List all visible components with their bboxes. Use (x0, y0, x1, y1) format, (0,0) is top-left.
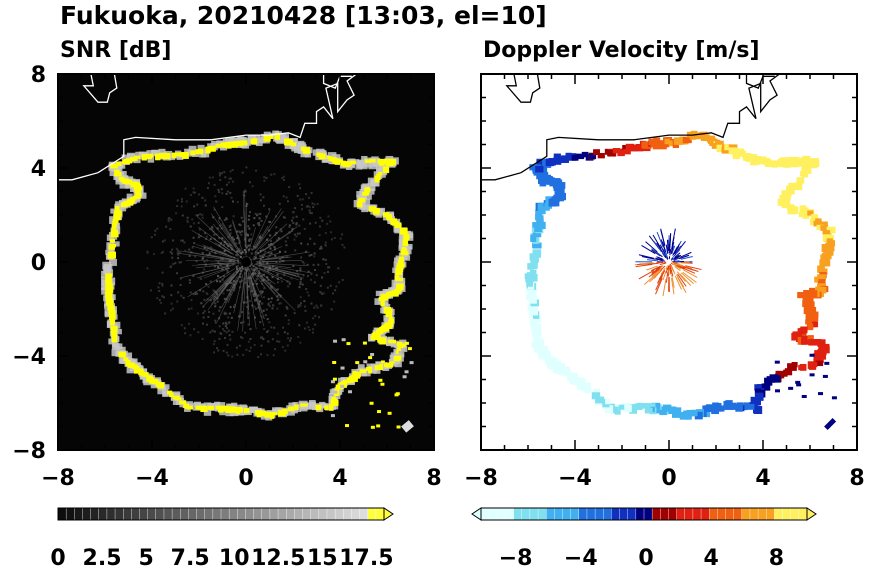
x-tick-label: 0 (238, 466, 253, 491)
doppler-colorbar-label: 4 (704, 546, 719, 570)
y-tick-label: 8 (31, 63, 46, 88)
x-tick-label: 4 (755, 466, 770, 491)
figure-title: Fukuoka, 20210428 [13:03, el=10] (60, 1, 547, 30)
snr-colorbar-label: 5 (138, 546, 153, 570)
snr-colorbar-label: 7.5 (171, 546, 210, 570)
doppler-colorbar-label: −4 (564, 546, 598, 570)
doppler-panel-title: Doppler Velocity [m/s] (483, 38, 760, 63)
x-tick-label: 8 (849, 466, 864, 491)
y-tick-label: 0 (31, 251, 46, 276)
doppler-near-range (634, 228, 702, 297)
y-tick-label: −8 (12, 439, 46, 464)
y-tick-label: 4 (31, 157, 46, 182)
snr-colorbar-label: 17.5 (339, 546, 393, 570)
x-tick-label: 8 (426, 466, 441, 491)
snr-colorbar-label: 12.5 (251, 546, 305, 570)
x-tick-label: −8 (464, 466, 498, 491)
x-tick-label: 0 (661, 466, 676, 491)
snr-noise-field (146, 166, 346, 359)
doppler-panel: −8 −4 0 4 8 (464, 73, 865, 491)
doppler-colorbar: −8 −4 0 4 8 (471, 507, 817, 570)
x-tick-label: −4 (558, 466, 592, 491)
snr-colorbar: 0 2.5 5 7.5 10 12.5 15 17.5 (50, 507, 394, 570)
doppler-colorbar-label: 0 (638, 546, 653, 570)
x-tick-label: −8 (41, 466, 75, 491)
doppler-ring (524, 130, 837, 431)
coastline (481, 73, 780, 181)
snr-ring (101, 130, 414, 433)
snr-colorbar-label: 10 (219, 546, 250, 570)
x-tick-label: −4 (135, 466, 169, 491)
snr-panel: −8 8 −4 4 0 0 4 −4 8 −8 (12, 63, 441, 491)
doppler-colorbar-label: −8 (499, 546, 533, 570)
snr-colorbar-label: 15 (307, 546, 338, 570)
radar-site-marker (241, 257, 251, 267)
x-tick-label: 4 (332, 466, 347, 491)
doppler-colorbar-label: 8 (769, 546, 784, 570)
y-tick-label: −4 (12, 345, 46, 370)
snr-panel-title: SNR [dB] (60, 38, 171, 63)
snr-colorbar-label: 0 (50, 546, 65, 570)
coastline (58, 73, 357, 181)
snr-colorbar-label: 2.5 (83, 546, 122, 570)
